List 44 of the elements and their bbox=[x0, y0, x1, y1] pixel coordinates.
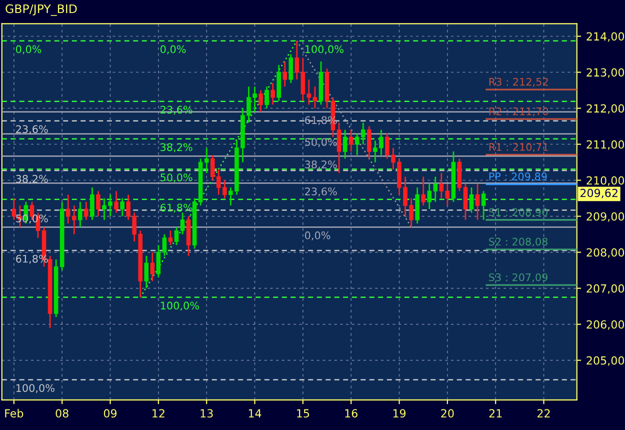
x-tick-label: 09 bbox=[104, 409, 117, 418]
annotation: 0,0% bbox=[160, 45, 186, 54]
x-tick-label: 16 bbox=[345, 409, 358, 418]
ref-line-label: S3 : 207,09 bbox=[489, 273, 548, 282]
chart-title: GBP/JPY_BID bbox=[6, 4, 77, 16]
y-tick-label: 214,00 bbox=[586, 32, 624, 42]
x-tick-label: 22 bbox=[538, 409, 550, 418]
x-tick-label: 12 bbox=[152, 409, 164, 418]
x-tick-label: 19 bbox=[393, 409, 406, 418]
annotation: 23,6% bbox=[16, 125, 48, 134]
y-tick-label: 213,00 bbox=[586, 68, 624, 78]
x-tick-label: 20 bbox=[441, 409, 454, 418]
y-tick-label: 212,00 bbox=[586, 104, 624, 114]
x-tick-label: 14 bbox=[248, 409, 262, 418]
y-tick-label: 210,00 bbox=[586, 176, 624, 186]
annotation: 23,6% bbox=[305, 188, 337, 196]
x-tick-label: 21 bbox=[489, 409, 502, 418]
ref-line-label: R1 : 210,71 bbox=[489, 143, 548, 152]
ref-line-label: R3 : 212,52 bbox=[489, 78, 548, 87]
annotation: 50,0% bbox=[160, 173, 192, 182]
ref-line-label: PP : 209,89 bbox=[489, 172, 547, 182]
annotation: 38,2% bbox=[16, 174, 48, 184]
annotation: 38,2% bbox=[160, 143, 192, 152]
x-tick-label: Feb bbox=[5, 408, 24, 418]
ref-line-label: S1 : 208,90 bbox=[489, 208, 548, 218]
annotation: 100,0% bbox=[305, 45, 344, 54]
annotation: 0,0% bbox=[16, 45, 42, 54]
annotation: 100,0% bbox=[160, 302, 199, 311]
annotation: 0,0% bbox=[305, 231, 330, 240]
text: 209,62 bbox=[580, 188, 618, 198]
y-tick-label: 208,00 bbox=[586, 248, 624, 258]
x-tick-label: 13 bbox=[200, 409, 213, 418]
x-tick-label: 15 bbox=[297, 409, 310, 418]
annotation: 50,0% bbox=[305, 138, 337, 148]
annotation: 38,2% bbox=[305, 160, 337, 170]
y-tick-label: 207,00 bbox=[586, 284, 624, 294]
y-tick-label: 205,00 bbox=[586, 356, 624, 366]
y-tick-label: 206,00 bbox=[586, 320, 624, 330]
x-tick-label: 08 bbox=[56, 409, 68, 418]
annotation: 100,0% bbox=[16, 384, 54, 394]
annotation: 61,8% bbox=[160, 204, 192, 213]
y-tick-label: 211,00 bbox=[586, 140, 624, 150]
ref-line-label: S2 : 208,08 bbox=[489, 238, 548, 247]
y-tick-label: 209,00 bbox=[586, 212, 624, 222]
